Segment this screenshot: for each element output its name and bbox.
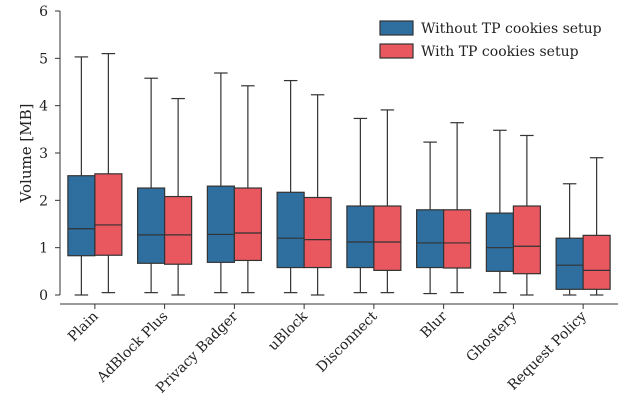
box-iqr (582, 234, 611, 290)
y-axis: 0 1 2 3 4 5 6 (39, 4, 61, 304)
box-with-tp-cookies (443, 122, 472, 294)
box-iqr (233, 187, 262, 262)
y-tick-label: 1 (39, 241, 48, 257)
box-iqr (137, 187, 166, 264)
box-iqr (555, 237, 584, 290)
box-with-tp-cookies (373, 109, 402, 294)
box-with-tp-cookies (94, 52, 123, 294)
y-tick-label: 4 (39, 99, 48, 115)
box-without-tp-cookies (137, 77, 166, 294)
x-tick-label: Disconnect (314, 308, 381, 375)
x-tick-label: uBlock (265, 308, 311, 354)
box-with-tp-cookies (233, 85, 262, 294)
box-with-tp-cookies (164, 97, 193, 296)
box-without-tp-cookies (485, 129, 514, 294)
box-with-tp-cookies (512, 134, 541, 296)
x-tick-label: Blur (418, 308, 451, 341)
box-iqr (443, 209, 472, 269)
box-with-tp-cookies (582, 157, 611, 296)
legend-swatch (379, 43, 414, 59)
x-tick-label: Ghostery (463, 308, 520, 365)
y-tick-label: 6 (39, 4, 48, 20)
legend-label: Without TP cookies setup (421, 21, 602, 37)
box-iqr (373, 205, 402, 271)
box-iqr (206, 185, 235, 263)
box-without-tp-cookies (555, 183, 584, 296)
legend-label: With TP cookies setup (421, 44, 579, 60)
y-tick-label: 0 (39, 288, 48, 304)
box-iqr (512, 205, 541, 275)
box-without-tp-cookies (416, 141, 445, 295)
box-iqr (485, 212, 514, 272)
box-iqr (94, 173, 123, 256)
y-tick-label: 5 (39, 51, 48, 67)
box-iqr (303, 196, 332, 269)
x-tick-label: AdBlock Plus (94, 309, 172, 387)
box-iqr (67, 175, 96, 257)
box-with-tp-cookies (303, 94, 332, 296)
box-iqr (276, 191, 305, 269)
box-series-group (67, 52, 611, 296)
y-tick-label: 3 (39, 146, 48, 162)
box-iqr (164, 195, 193, 265)
box-without-tp-cookies (206, 72, 235, 294)
box-without-tp-cookies (346, 117, 375, 294)
x-tick-label: Plain (65, 309, 102, 346)
box-iqr (416, 209, 445, 269)
y-tick-label: 2 (39, 193, 48, 209)
box-iqr (346, 205, 375, 269)
legend: Without TP cookies setup With TP cookies … (379, 20, 602, 60)
box-without-tp-cookies (67, 56, 96, 296)
legend-swatch (379, 20, 414, 36)
box-without-tp-cookies (276, 79, 305, 294)
y-axis-title: Volume [MB] (17, 104, 35, 204)
